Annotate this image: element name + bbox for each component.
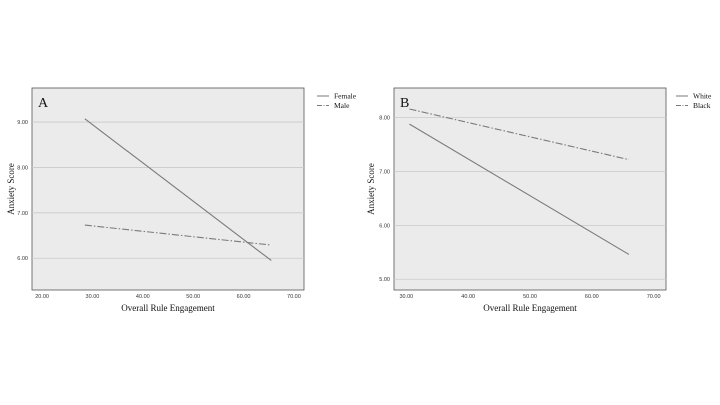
x-axis-label: Overall Rule Engagement [483, 303, 577, 313]
x-tick-label: 50.00 [523, 294, 537, 300]
x-tick-label: 70.00 [287, 294, 301, 300]
x-tick-label: 40.00 [136, 294, 150, 300]
x-tick-label: 60.00 [237, 294, 251, 300]
x-tick-label: 60.00 [585, 294, 599, 300]
y-tick-label: 6.00 [379, 223, 390, 229]
y-tick-label: 8.00 [379, 116, 390, 122]
y-tick-label: 6.00 [17, 256, 28, 262]
legend-label-female: Female [334, 92, 357, 101]
x-tick-label: 70.00 [647, 294, 661, 300]
panel-label: B [400, 96, 409, 111]
x-tick-label: 30.00 [399, 294, 413, 300]
plot-area-a [31, 87, 305, 291]
series-line-male [84, 224, 272, 246]
x-tick-label: 20.00 [35, 294, 49, 300]
y-tick-label: 7.00 [379, 169, 390, 175]
x-axis-label: Overall Rule Engagement [121, 303, 215, 313]
y-tick-label: 5.00 [379, 277, 390, 283]
series-line-female [84, 118, 272, 261]
x-tick-label: 50.00 [186, 294, 200, 300]
x-tick-label: 40.00 [461, 294, 475, 300]
series-line-white [409, 123, 630, 255]
y-axis-label: Anxiety Score [6, 163, 16, 215]
y-tick-label: 9.00 [17, 120, 28, 126]
legend-label-male: Male [334, 101, 350, 110]
panel-label: A [38, 96, 49, 111]
plot-area-b [393, 87, 667, 291]
legend-label-white: White [693, 92, 712, 101]
x-tick-label: 30.00 [86, 294, 100, 300]
y-axis-label: Anxiety Score [366, 163, 376, 215]
y-tick-label: 8.00 [17, 165, 28, 171]
y-tick-label: 7.00 [17, 211, 28, 217]
legend-label-black: Black [693, 101, 711, 110]
series-line-black [409, 108, 630, 161]
